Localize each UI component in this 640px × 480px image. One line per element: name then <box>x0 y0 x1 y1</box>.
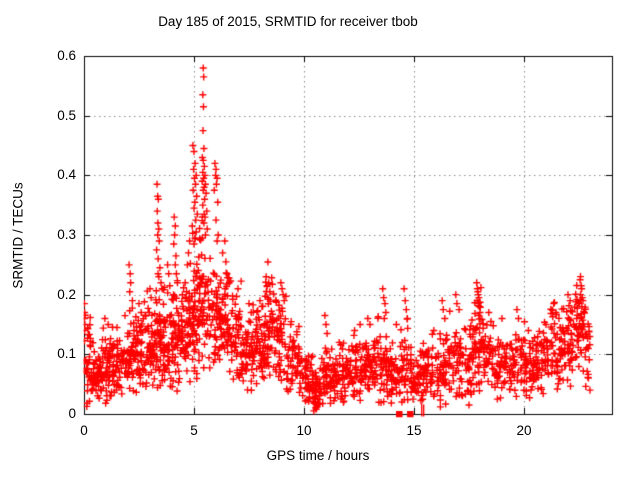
y-tick-0.3: 0.3 <box>57 227 76 242</box>
x-tick-15: 15 <box>406 423 422 438</box>
y-tick-0.4: 0.4 <box>57 167 76 183</box>
y-tick-0: 0 <box>68 406 76 421</box>
y-tick-0.5: 0.5 <box>57 107 76 123</box>
chart-title: Day 185 of 2015, SRMTID for receiver tbo… <box>158 14 418 29</box>
x-axis-label: GPS time / hours <box>266 448 370 463</box>
y-axis-label: SRMTID / TECUs <box>10 182 26 289</box>
x-tick-0: 0 <box>80 423 88 438</box>
y-tick-0.6: 0.6 <box>57 48 76 63</box>
x-tick-10: 10 <box>296 423 312 438</box>
y-tick-0.2: 0.2 <box>57 286 76 302</box>
x-tick-20: 20 <box>516 423 532 438</box>
x-tick-5: 5 <box>190 423 198 438</box>
y-tick-0.1: 0.1 <box>57 346 76 362</box>
